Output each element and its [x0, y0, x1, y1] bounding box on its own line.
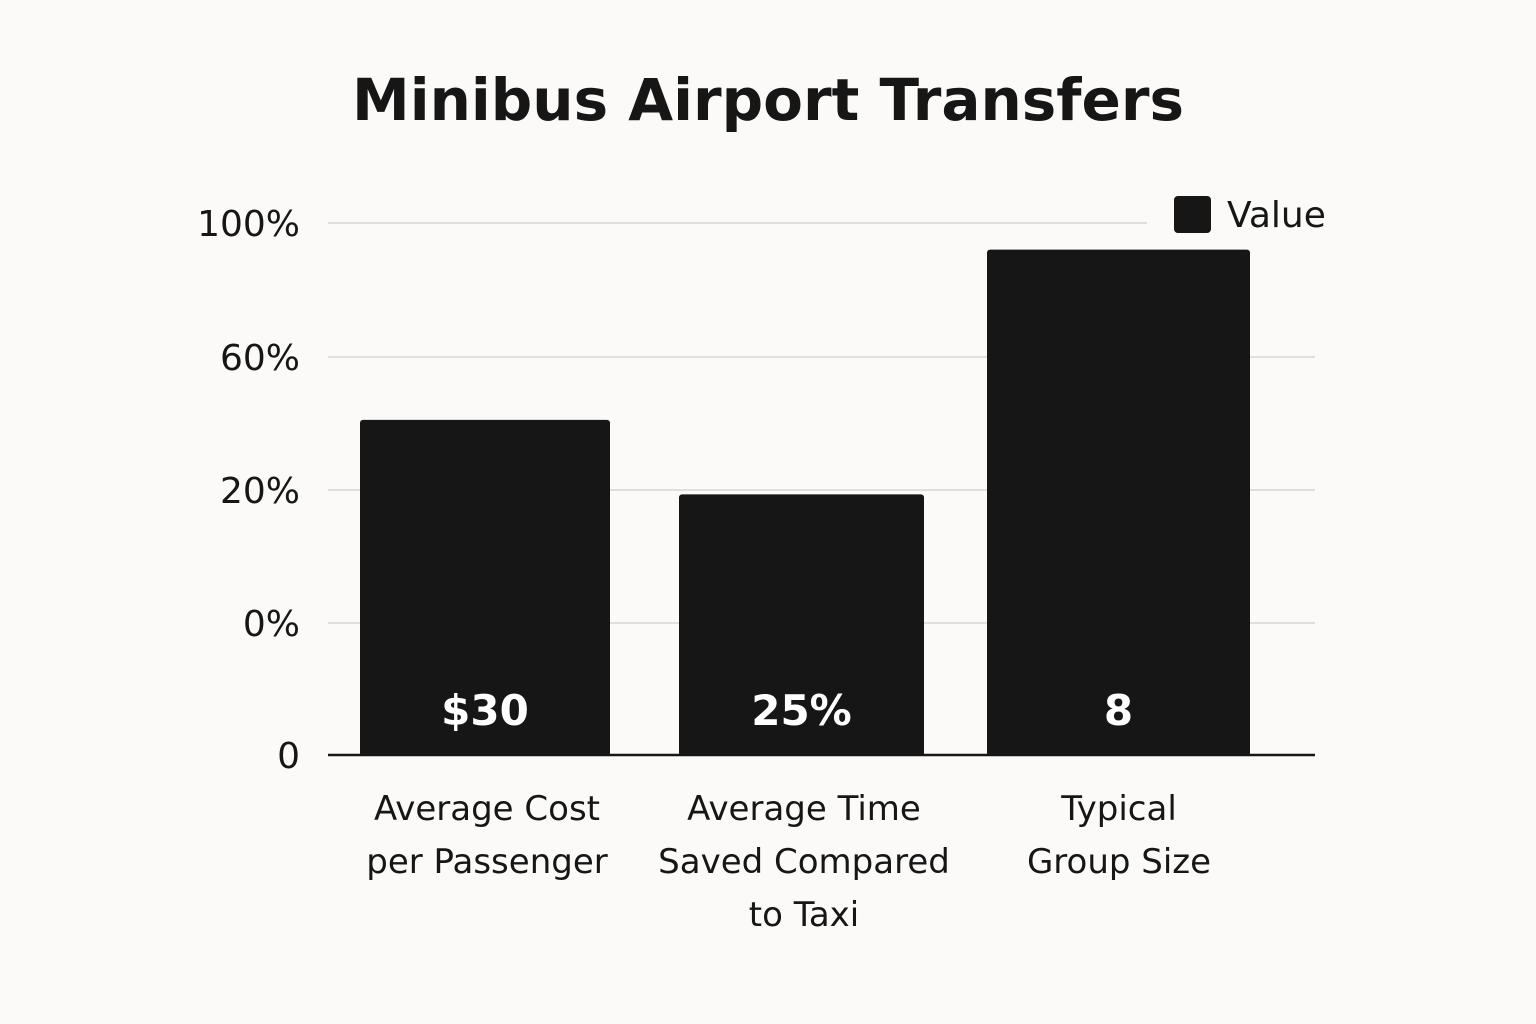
chart-title: Minibus Airport Transfers	[352, 66, 1184, 134]
bar-value-label: $30	[441, 686, 529, 735]
bar-group: 8	[987, 249, 1250, 756]
bar-value-label: 8	[1104, 686, 1133, 735]
legend: Value	[1174, 195, 1326, 236]
bar	[987, 249, 1250, 756]
x-category-label: Average Cost per Passenger	[366, 789, 607, 882]
bar-group: $30	[360, 419, 610, 756]
y-tick-label: 60%	[220, 338, 300, 379]
y-tick-label: 0	[277, 736, 300, 777]
bar-group: 25%	[679, 494, 924, 756]
x-category-label: Typical Group Size	[1027, 789, 1211, 882]
y-tick-label: 100%	[197, 204, 300, 245]
legend-swatch	[1174, 196, 1211, 233]
x-category-label: Average Time Saved Compared to Taxi	[658, 789, 950, 935]
y-tick-label: 0%	[243, 604, 300, 645]
legend-label: Value	[1227, 195, 1326, 236]
bar-value-label: 25%	[751, 686, 852, 735]
y-axis-ticks: 100% 60% 20% 0% 0	[197, 204, 300, 777]
x-axis-categories: Average Cost per Passenger Average Time Sav…	[366, 789, 1211, 935]
bar	[360, 419, 610, 756]
bar	[679, 494, 924, 756]
y-tick-label: 20%	[220, 471, 300, 512]
bars: $30 25% 8	[360, 249, 1250, 756]
